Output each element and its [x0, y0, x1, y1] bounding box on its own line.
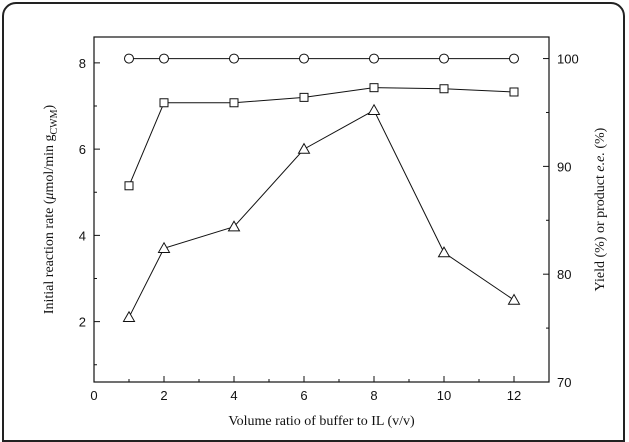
y-axis-right-title: Yield (%) or product e.e. (%)	[593, 127, 608, 291]
square-marker	[439, 84, 449, 94]
triangle-marker	[367, 103, 381, 115]
square-marker	[509, 87, 519, 97]
y-left-tick-label: 6	[79, 142, 86, 157]
triangle-marker	[507, 293, 521, 305]
y-right-tick-label: 80	[557, 267, 571, 282]
circle-marker	[159, 53, 169, 64]
y-left-title-sub: CWM	[49, 109, 60, 134]
x-tick-label: 0	[90, 388, 97, 403]
y-right-title-suffix: (%)	[593, 127, 608, 152]
x-axis-title: Volume ratio of buffer to IL (v/v)	[228, 414, 415, 429]
circle-marker	[439, 53, 449, 64]
square-marker	[159, 98, 169, 108]
square-marker	[299, 92, 309, 102]
axis-ticks: 0 2 4 6 8 10 12 2 4 6 8 70 80 90 100	[79, 52, 579, 403]
circle-marker	[299, 53, 309, 64]
triangle-marker	[227, 220, 241, 232]
triangle-marker	[157, 241, 171, 253]
y-right-tick-label: 100	[557, 52, 579, 67]
y-left-tick-label: 4	[79, 228, 86, 243]
x-tick-label: 10	[437, 388, 451, 403]
line-chart: 0 2 4 6 8 10 12 2 4 6 8 70 80 90 100 Volume ratio of b…	[42, 36, 608, 429]
circle-marker	[509, 53, 519, 64]
data-series	[122, 53, 521, 322]
y-right-tick-label: 70	[557, 375, 571, 390]
circle-marker	[369, 53, 379, 64]
y-left-title-mid: mol/min g	[42, 135, 57, 193]
plot-border	[93, 36, 550, 383]
y-right-title-italic: e.e.	[593, 152, 608, 171]
y-left-title-prefix: Initial reaction rate (	[42, 199, 57, 314]
x-tick-label: 12	[507, 388, 521, 403]
y-left-title-mu: μ	[42, 192, 57, 200]
triangle-marker	[297, 142, 311, 154]
triangle-marker	[122, 310, 136, 322]
series-line-square	[128, 87, 515, 186]
y-axis-left-title: Initial reaction rate (μmol/min gCWM)	[42, 105, 60, 315]
square-marker	[229, 98, 239, 108]
x-tick-label: 6	[300, 388, 307, 403]
triangle-marker	[437, 246, 451, 258]
series-circle	[124, 53, 519, 64]
x-tick-label: 4	[230, 388, 237, 403]
circle-marker	[124, 53, 134, 64]
y-right-tick-label: 90	[557, 159, 571, 174]
series-triangle	[122, 103, 521, 322]
series-square	[124, 83, 519, 191]
y-left-tick-label: 8	[79, 56, 86, 71]
x-tick-label: 8	[370, 388, 377, 403]
square-marker	[369, 83, 379, 93]
series-line-triangle	[128, 109, 515, 318]
circle-marker	[229, 53, 239, 64]
y-left-title-suffix: )	[42, 105, 57, 110]
y-right-title-prefix: Yield (%) or product	[593, 172, 608, 292]
y-left-tick-label: 2	[79, 315, 86, 330]
plot-area	[93, 36, 550, 383]
x-tick-label: 2	[160, 388, 167, 403]
square-marker	[124, 181, 134, 191]
